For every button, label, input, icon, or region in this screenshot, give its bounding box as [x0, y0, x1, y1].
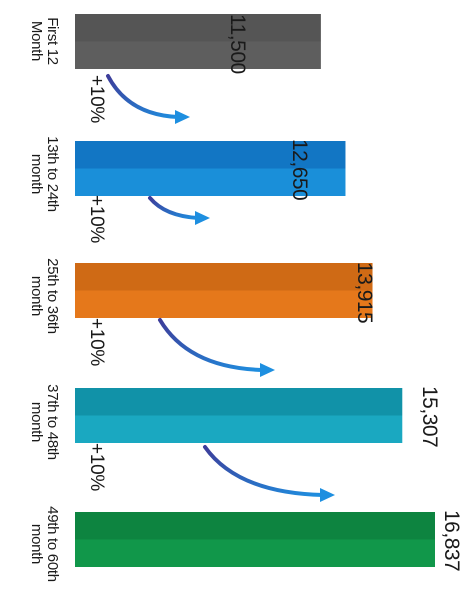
- bar-3: [75, 263, 373, 318]
- value-label: 16,837: [440, 510, 463, 572]
- value-label: 15,307: [418, 386, 441, 448]
- increase-label: +10%: [86, 75, 107, 123]
- value-label: 13,915: [353, 262, 376, 324]
- category-label: 13th to 24th month: [28, 136, 61, 212]
- bar-4: [75, 388, 403, 443]
- increase-label: +10%: [86, 443, 107, 491]
- bar-2: [75, 141, 346, 196]
- category-label: 49th to 60th month: [28, 506, 61, 582]
- value-label: 12,650: [288, 139, 311, 201]
- increase-label: +10%: [86, 195, 107, 243]
- increase-label: +10%: [86, 318, 107, 366]
- value-label: 11,500: [226, 14, 249, 74]
- category-label: First 12 Month: [28, 17, 61, 65]
- increase-arrow-1: [106, 74, 190, 124]
- increase-arrow-3: [158, 318, 275, 377]
- increase-arrow-4: [203, 445, 335, 502]
- bar-1: [75, 14, 321, 69]
- category-label: 25th to 36th month: [28, 258, 61, 334]
- category-label: 37th to 48th month: [28, 384, 61, 460]
- bar-5: [75, 512, 435, 567]
- increase-arrow-2: [148, 196, 210, 225]
